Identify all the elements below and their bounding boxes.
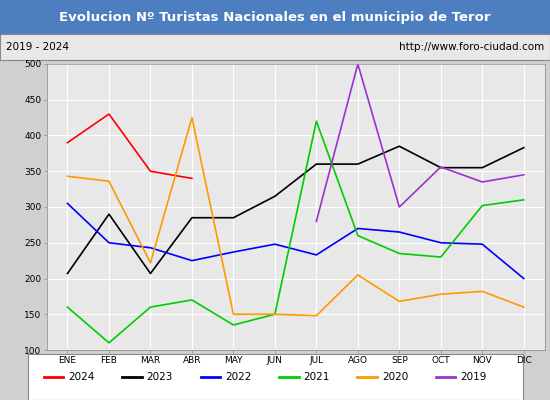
Text: 2023: 2023	[147, 372, 173, 382]
Text: 2021: 2021	[304, 372, 330, 382]
Text: 2024: 2024	[68, 372, 95, 382]
Text: http://www.foro-ciudad.com: http://www.foro-ciudad.com	[399, 42, 544, 52]
Text: Evolucion Nº Turistas Nacionales en el municipio de Teror: Evolucion Nº Turistas Nacionales en el m…	[59, 10, 491, 24]
Text: 2019: 2019	[460, 372, 487, 382]
Text: 2020: 2020	[382, 372, 408, 382]
Text: 2019 - 2024: 2019 - 2024	[6, 42, 69, 52]
Text: 2022: 2022	[225, 372, 251, 382]
